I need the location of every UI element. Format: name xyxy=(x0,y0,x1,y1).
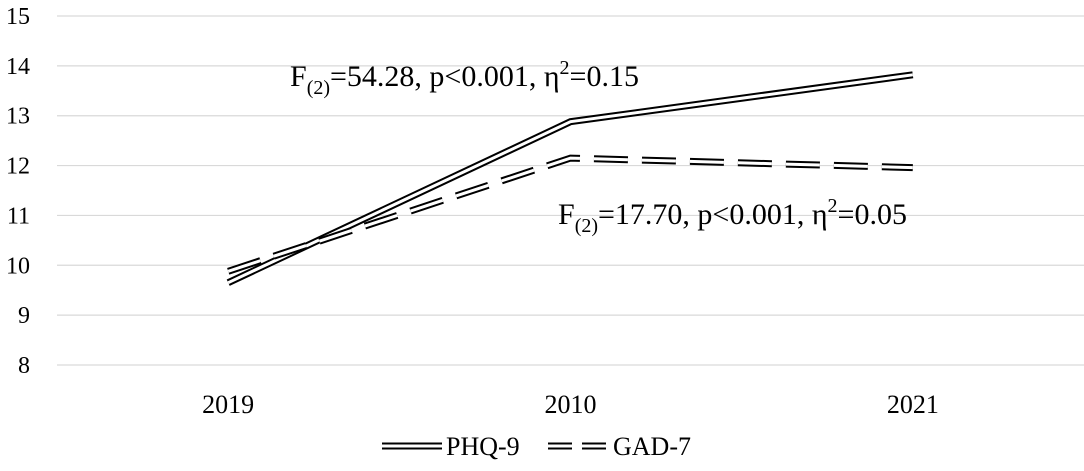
x-tick-label: 2021 xyxy=(887,390,939,419)
y-tick-label: 15 xyxy=(6,4,30,30)
gad7-annotation: F(2)=17.70, p<0.001, η2=0.05 xyxy=(558,195,907,237)
y-tick-label: 14 xyxy=(6,54,30,80)
y-tick-label: 10 xyxy=(6,253,30,279)
y-tick-label: 9 xyxy=(18,303,30,329)
series-lines xyxy=(226,71,914,286)
grid-lines xyxy=(57,15,1084,366)
series-phq9 xyxy=(226,71,914,286)
x-axis-ticks: 2019 2010 2021 xyxy=(202,390,939,419)
legend-label-gad7: GAD-7 xyxy=(613,432,691,461)
phq9-annotation: F(2)=54.28, p<0.001, η2=0.15 xyxy=(290,57,639,99)
series-line-outer xyxy=(226,71,914,286)
y-tick-label: 12 xyxy=(6,154,30,180)
y-axis-ticks: 15 14 13 12 11 10 9 8 xyxy=(6,4,30,379)
y-tick-label: 8 xyxy=(18,353,30,379)
x-tick-label: 2019 xyxy=(202,390,254,419)
x-tick-label: 2010 xyxy=(545,390,597,419)
legend-label-phq9: PHQ-9 xyxy=(446,432,520,461)
y-tick-label: 11 xyxy=(7,203,30,229)
series-line-inner xyxy=(227,156,913,273)
y-tick-label: 13 xyxy=(6,104,30,130)
series-line-inner xyxy=(227,73,914,285)
series-gad7 xyxy=(227,154,913,275)
legend: PHQ-9 GAD-7 xyxy=(382,432,691,461)
